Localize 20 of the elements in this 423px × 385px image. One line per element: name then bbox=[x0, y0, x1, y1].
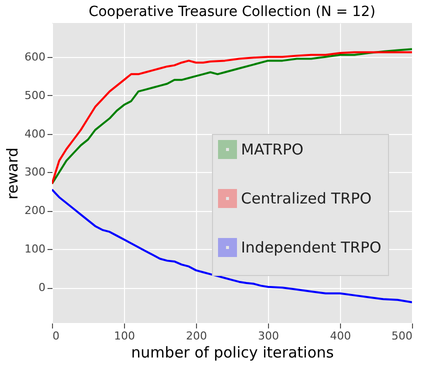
x-tick-label: 300 bbox=[258, 330, 279, 342]
line-series bbox=[52, 188, 412, 304]
y-tick-label: 400 bbox=[24, 127, 46, 140]
y-axis-title: reward bbox=[4, 148, 22, 200]
x-tick-label: 200 bbox=[186, 330, 207, 342]
y-tick-label: 500 bbox=[24, 88, 46, 102]
chart-title: Cooperative Treasure Collection (N = 12) bbox=[88, 4, 376, 20]
legend-label: MATRPO bbox=[241, 140, 304, 158]
x-axis-title: number of policy iterations bbox=[131, 344, 334, 362]
legend-label: Centralized TRPO bbox=[241, 190, 372, 208]
x-tick-label: 500 bbox=[392, 330, 412, 342]
y-tick-label: 0 bbox=[38, 281, 46, 294]
y-tick-label: 100 bbox=[24, 242, 46, 256]
x-tick-label: 0 bbox=[52, 330, 60, 342]
x-tick-label: 100 bbox=[114, 330, 135, 342]
x-tick-label: 400 bbox=[330, 330, 351, 342]
y-tick-label: 200 bbox=[24, 204, 46, 218]
y-tick-label: 600 bbox=[24, 50, 46, 64]
y-tick-label: 300 bbox=[24, 166, 46, 179]
legend-label: Independent TRPO bbox=[241, 238, 382, 256]
